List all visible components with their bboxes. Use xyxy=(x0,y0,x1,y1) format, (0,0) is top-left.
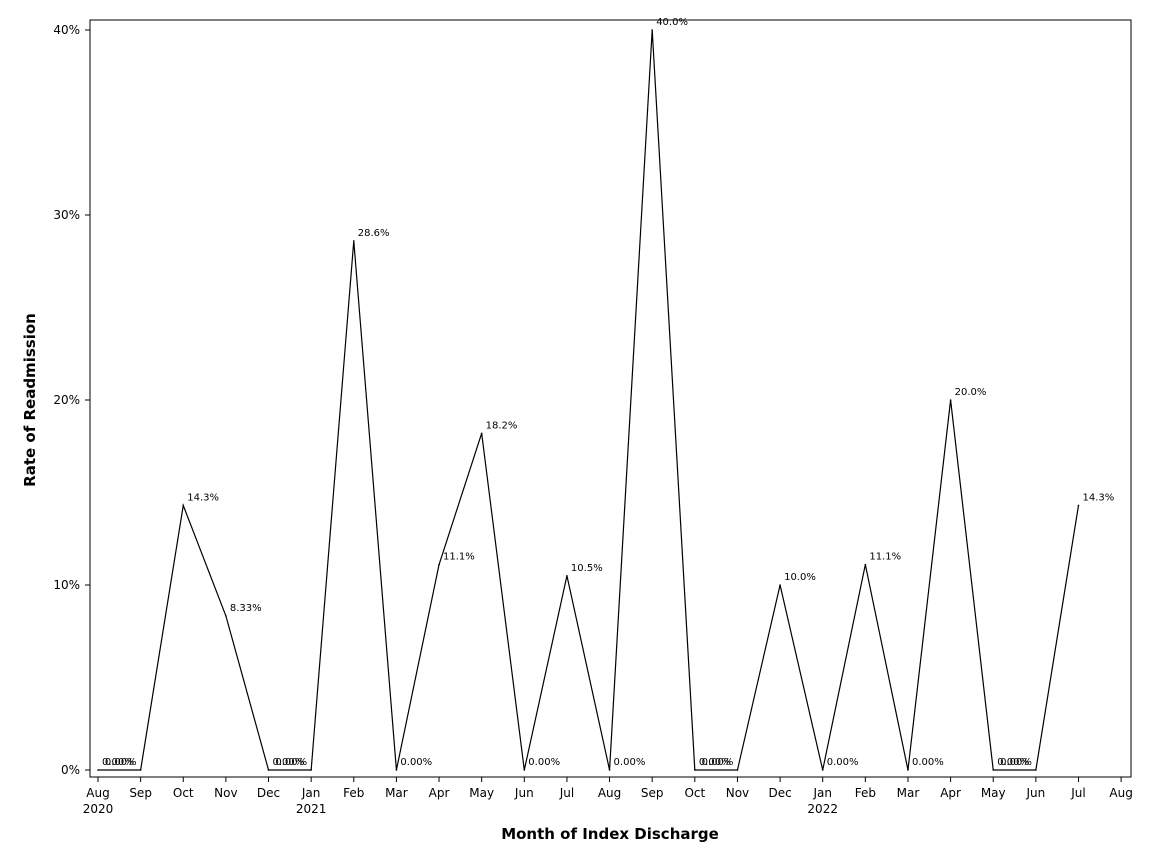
x-tick-label: May xyxy=(981,786,1006,800)
data-point xyxy=(225,615,227,617)
data-point xyxy=(480,432,483,435)
x-tick-year-label: 2020 xyxy=(83,802,114,816)
data-label: 10.0% xyxy=(784,572,816,583)
data-point xyxy=(1035,769,1037,771)
data-point xyxy=(864,563,867,566)
x-tick-label: Oct xyxy=(684,786,705,800)
x-tick-label: Aug xyxy=(86,786,109,800)
data-point xyxy=(694,769,696,771)
data-point xyxy=(523,769,526,771)
data-label: 0.00% xyxy=(273,757,305,768)
x-tick-label: Aug xyxy=(1109,786,1132,800)
x-tick-label: Feb xyxy=(343,786,364,800)
data-label: 0.00% xyxy=(102,757,134,768)
data-label: 14.3% xyxy=(1082,492,1114,503)
data-point xyxy=(139,769,142,771)
data-label: 0.00% xyxy=(105,757,137,768)
data-label: 0.00% xyxy=(702,757,734,768)
data-label: 0.00% xyxy=(699,757,731,768)
data-point xyxy=(566,574,568,577)
data-label: 40.0% xyxy=(656,17,688,28)
data-point xyxy=(395,769,398,771)
data-point xyxy=(736,769,739,771)
x-tick-label: Nov xyxy=(214,786,237,800)
x-tick-label: Sep xyxy=(129,786,152,800)
data-label: 14.3% xyxy=(187,492,219,503)
x-tick-label: Nov xyxy=(726,786,749,800)
x-tick-label: Jul xyxy=(1070,786,1085,800)
y-tick-label: 20% xyxy=(53,393,80,407)
data-point xyxy=(821,769,824,771)
x-tick-label: Jan xyxy=(301,786,321,800)
x-axis: Aug 2020 Sep Oct Nov Dec Jan 2021 Feb Mar Apr May Ju… xyxy=(83,777,1133,816)
data-label: 0.00% xyxy=(827,757,859,768)
data-label: 10.5% xyxy=(571,563,603,574)
x-tick-label: Dec xyxy=(768,786,791,800)
data-label: 0.00% xyxy=(275,757,307,768)
data-label: 18.2% xyxy=(486,420,518,431)
x-tick-label: Apr xyxy=(940,786,961,800)
x-tick-label: Mar xyxy=(897,786,920,800)
x-tick-label: Mar xyxy=(385,786,408,800)
x-tick-label: Feb xyxy=(855,786,876,800)
data-point xyxy=(352,240,355,242)
x-tick-label: Apr xyxy=(429,786,450,800)
x-tick-label: Dec xyxy=(257,786,280,800)
y-tick-label: 10% xyxy=(53,578,80,592)
series-layer xyxy=(97,29,1080,771)
data-point xyxy=(1077,504,1080,507)
x-tick-year-label: 2022 xyxy=(807,802,838,816)
data-label: 0.00% xyxy=(1000,757,1032,768)
x-tick-label: Jun xyxy=(514,786,534,800)
x-tick-label: Jun xyxy=(1025,786,1045,800)
y-tick-label: 40% xyxy=(53,23,80,37)
data-point xyxy=(907,769,909,771)
data-point xyxy=(651,29,653,31)
data-label: 0.00% xyxy=(997,757,1029,768)
data-point xyxy=(438,563,440,566)
data-label: 0.00% xyxy=(614,757,646,768)
y-tick-label: 0% xyxy=(61,763,80,777)
plot-frame xyxy=(89,19,1132,778)
y-axis: 0% 10% 20% 30% 40% xyxy=(53,23,90,777)
data-label: 28.6% xyxy=(358,228,390,239)
data-point xyxy=(608,769,611,771)
data-labels-layer: 0.00% 0.00% 14.3% 8.33% 0.00% 0.00% 28.6% 0.00%… xyxy=(102,17,1114,768)
data-label: 20.0% xyxy=(955,387,987,398)
x-tick-label: Jul xyxy=(559,786,574,800)
data-point xyxy=(97,769,99,771)
data-label: 11.1% xyxy=(869,552,901,563)
data-label: 11.1% xyxy=(443,552,475,563)
data-point xyxy=(310,769,312,771)
data-point xyxy=(779,584,781,586)
data-point xyxy=(267,769,270,771)
y-axis-title: Rate of Readmission xyxy=(21,313,39,487)
data-point xyxy=(949,399,952,401)
data-label: 0.00% xyxy=(400,757,432,768)
data-label: 0.00% xyxy=(912,757,944,768)
x-axis-title: Month of Index Discharge xyxy=(501,825,719,843)
data-point xyxy=(182,504,185,507)
data-point xyxy=(992,769,995,771)
x-tick-year-label: 2021 xyxy=(296,802,327,816)
x-tick-label: Aug xyxy=(598,786,621,800)
x-tick-label: Sep xyxy=(641,786,664,800)
x-tick-label: Jan xyxy=(812,786,832,800)
data-label: 8.33% xyxy=(230,603,262,614)
x-tick-label: May xyxy=(469,786,494,800)
series-line xyxy=(98,29,1080,771)
data-label: 0.00% xyxy=(528,757,560,768)
x-tick-label: Oct xyxy=(173,786,194,800)
y-tick-label: 30% xyxy=(53,208,80,222)
